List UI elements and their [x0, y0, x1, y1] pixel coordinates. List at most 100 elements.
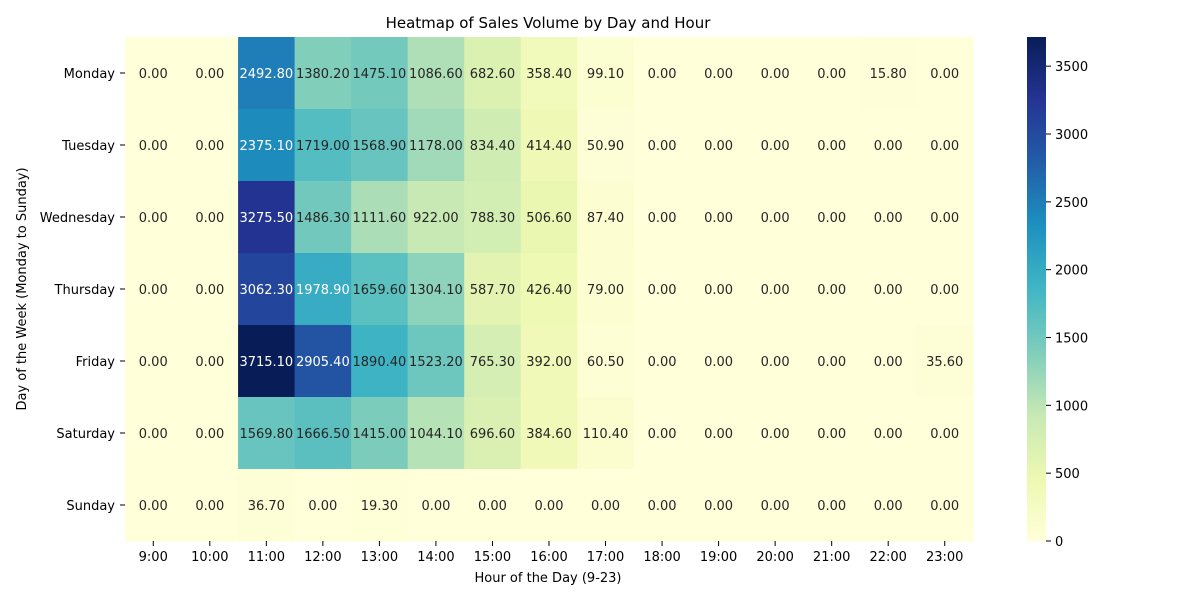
heatmap-cell — [803, 181, 861, 254]
heatmap-cell — [859, 181, 917, 254]
cell-value-label: 0.00 — [874, 427, 903, 442]
cell-value-label: 0.00 — [930, 499, 959, 514]
cell-value-label: 0.00 — [761, 499, 790, 514]
cell-value-label: 0.00 — [817, 499, 846, 514]
heatmap-cell — [633, 253, 691, 326]
y-tick-label: Tuesday — [61, 139, 115, 154]
heatmap-cell — [407, 181, 465, 254]
x-tick-label: 17:00 — [587, 550, 624, 565]
x-tick-label: 18:00 — [643, 550, 680, 565]
heatmap-cell — [125, 325, 183, 398]
cell-value-label: 0.00 — [761, 139, 790, 154]
cell-value-label: 0.00 — [704, 427, 733, 442]
cell-value-label: 0.00 — [761, 283, 790, 298]
cell-value-label: 0.00 — [704, 355, 733, 370]
cell-value-label: 0.00 — [648, 211, 677, 226]
y-tick-label: Wednesday — [40, 211, 116, 226]
heatmap-cell — [577, 469, 635, 542]
cell-value-label: 506.60 — [526, 211, 572, 226]
heatmap-cell — [859, 325, 917, 398]
cell-value-label: 19.30 — [361, 499, 398, 514]
heatmap-cell — [464, 469, 522, 542]
x-tick-label: 12:00 — [304, 550, 341, 565]
cell-value-label: 0.00 — [421, 499, 450, 514]
heatmap-cell — [633, 397, 691, 470]
heatmap-cell — [351, 109, 409, 182]
cell-value-label: 0.00 — [704, 67, 733, 82]
cell-value-label: 0.00 — [817, 67, 846, 82]
cell-value-label: 0.00 — [195, 139, 224, 154]
cell-value-label: 0.00 — [704, 211, 733, 226]
heatmap-cell — [690, 397, 748, 470]
cell-value-label: 0.00 — [535, 499, 564, 514]
heatmap-cell — [294, 37, 352, 110]
x-tick-label: 23:00 — [926, 550, 963, 565]
heatmap-cell — [464, 37, 522, 110]
heatmap-cell — [520, 325, 578, 398]
x-axis-ticks: 9:00 10:00 11:00 12:00 13:00 14:00 15:00 16:00 1… — [139, 541, 963, 565]
cell-value-label: 0.00 — [591, 499, 620, 514]
cell-value-label: 0.00 — [139, 427, 168, 442]
heatmap-cell — [464, 253, 522, 326]
heatmap-cell — [125, 469, 183, 542]
heatmap-cell — [125, 37, 183, 110]
heatmap-cell — [407, 253, 465, 326]
cell-value-label: 0.00 — [761, 211, 790, 226]
heatmap-cell — [690, 181, 748, 254]
heatmap-cell — [407, 109, 465, 182]
cell-value-label: 0.00 — [195, 427, 224, 442]
x-tick-label: 19:00 — [700, 550, 737, 565]
x-tick-label: 14:00 — [417, 550, 454, 565]
heatmap-cell — [181, 109, 239, 182]
cell-value-label: 0.00 — [648, 355, 677, 370]
heatmap-cell — [407, 397, 465, 470]
colorbar-tick-label: 3000 — [1055, 128, 1088, 143]
cell-value-label: 358.40 — [526, 67, 572, 82]
heatmap-cell — [351, 37, 409, 110]
cell-value-label: 1178.00 — [409, 139, 463, 154]
cell-value-label: 3062.30 — [239, 283, 293, 298]
heatmap-cell — [125, 397, 183, 470]
cell-value-label: 1523.20 — [409, 355, 463, 370]
heatmap-cell — [633, 109, 691, 182]
heatmap-cell — [746, 397, 804, 470]
heatmap-cell — [577, 181, 635, 254]
heatmap-cell — [690, 325, 748, 398]
cell-value-label: 0.00 — [139, 283, 168, 298]
cell-value-label: 1380.20 — [296, 67, 350, 82]
x-tick-label: 16:00 — [530, 550, 567, 565]
heatmap-cell — [181, 37, 239, 110]
cell-value-label: 0.00 — [817, 283, 846, 298]
cell-value-label: 1044.10 — [409, 427, 463, 442]
heatmap-cell — [294, 469, 352, 542]
cell-value-label: 0.00 — [195, 499, 224, 514]
cell-value-label: 0.00 — [195, 283, 224, 298]
heatmap-cell — [125, 253, 183, 326]
colorbar-tick-label: 2500 — [1055, 196, 1088, 211]
heatmap-cell — [238, 37, 296, 110]
cell-value-label: 0.00 — [139, 67, 168, 82]
cell-value-label: 414.40 — [526, 139, 572, 154]
cell-value-label: 1569.80 — [239, 427, 293, 442]
cell-value-label: 2492.80 — [239, 67, 293, 82]
heatmap-cell — [577, 109, 635, 182]
cell-value-label: 0.00 — [817, 211, 846, 226]
heatmap-cell — [916, 181, 974, 254]
heatmap-cell — [464, 181, 522, 254]
cell-value-label: 79.00 — [587, 283, 624, 298]
cell-value-label: 2375.10 — [239, 139, 293, 154]
cell-value-label: 0.00 — [930, 139, 959, 154]
colorbar-tick-label: 500 — [1055, 467, 1080, 482]
cell-value-label: 3715.10 — [239, 355, 293, 370]
cell-value-label: 0.00 — [139, 139, 168, 154]
heatmap-cell — [577, 325, 635, 398]
heatmap-cell — [181, 325, 239, 398]
heatmap-cell — [690, 37, 748, 110]
heatmap-cell — [407, 469, 465, 542]
heatmap-cell — [746, 325, 804, 398]
heatmap-cell — [746, 253, 804, 326]
heatmap-cell — [238, 469, 296, 542]
heatmap-cell — [859, 253, 917, 326]
cell-value-label: 0.00 — [648, 139, 677, 154]
cell-value-label: 0.00 — [648, 283, 677, 298]
